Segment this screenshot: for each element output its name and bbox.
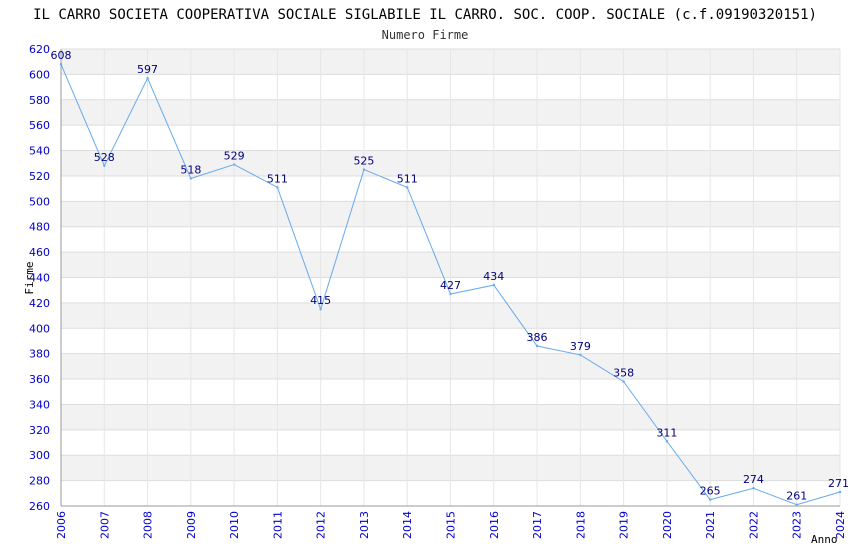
data-label: 427 bbox=[440, 279, 461, 292]
y-tick-label: 540 bbox=[29, 145, 50, 158]
x-tick-label: 2011 bbox=[271, 511, 284, 539]
x-tick-label: 2006 bbox=[55, 511, 68, 539]
x-tick-label: 2010 bbox=[228, 511, 241, 539]
data-point bbox=[795, 503, 798, 506]
x-axis-ticks: 2006 2007 2008 2009 2010 2011 2012 2013 2014 2015… bbox=[55, 511, 847, 539]
y-tick-label: 320 bbox=[29, 424, 50, 437]
data-labels: 608 528 597 518 529 511 415 525 511 427 434 386 379 3… bbox=[51, 49, 850, 502]
x-tick-label: 2014 bbox=[401, 511, 414, 539]
y-tick-label: 460 bbox=[29, 246, 50, 259]
data-point bbox=[276, 186, 279, 189]
data-point bbox=[492, 283, 495, 287]
chart-title: IL CARRO SOCIETA COOPERATIVA SOCIALE SIG… bbox=[33, 7, 817, 23]
data-label: 265 bbox=[700, 485, 721, 498]
y-tick-label: 400 bbox=[29, 322, 50, 335]
y-tick-label: 340 bbox=[29, 398, 50, 411]
data-point bbox=[406, 186, 409, 189]
gridlines bbox=[60, 48, 841, 507]
y-tick-label: 380 bbox=[29, 348, 50, 361]
data-point bbox=[752, 487, 755, 490]
data-point bbox=[146, 76, 149, 80]
y-tick-label: 420 bbox=[29, 297, 50, 310]
data-point bbox=[362, 168, 366, 171]
data-label: 525 bbox=[353, 155, 374, 168]
x-tick-label: 2019 bbox=[618, 511, 631, 539]
x-tick-label: 2013 bbox=[358, 511, 371, 539]
data-label: 386 bbox=[527, 331, 548, 344]
y-tick-label: 260 bbox=[29, 500, 50, 513]
y-tick-label: 360 bbox=[29, 373, 50, 386]
x-tick-label: 2020 bbox=[661, 511, 674, 539]
data-point bbox=[579, 353, 582, 357]
y-tick-label: 280 bbox=[29, 475, 50, 488]
data-point bbox=[622, 380, 625, 383]
data-label: 274 bbox=[743, 473, 764, 486]
data-point bbox=[103, 164, 106, 167]
y-tick-label: 600 bbox=[29, 68, 50, 81]
x-tick-label: 2008 bbox=[142, 511, 155, 539]
data-point bbox=[59, 63, 63, 66]
x-axis-label: Anno bbox=[811, 533, 838, 546]
y-tick-label: 620 bbox=[29, 43, 50, 56]
data-label: 597 bbox=[137, 63, 158, 76]
x-tick-label: 2023 bbox=[791, 511, 804, 539]
data-point bbox=[189, 177, 193, 180]
data-label: 608 bbox=[51, 49, 72, 62]
y-tick-label: 560 bbox=[29, 119, 50, 132]
data-label: 261 bbox=[786, 490, 807, 503]
data-label: 415 bbox=[310, 294, 331, 307]
data-label: 511 bbox=[397, 172, 418, 185]
data-point bbox=[665, 440, 669, 443]
x-tick-label: 2017 bbox=[531, 511, 544, 539]
y-tick-label: 580 bbox=[29, 94, 50, 107]
data-point bbox=[449, 292, 452, 296]
y-tick-label: 440 bbox=[29, 272, 50, 285]
data-point bbox=[319, 308, 322, 311]
y-tick-label: 500 bbox=[29, 195, 50, 208]
x-tick-label: 2022 bbox=[747, 511, 760, 539]
data-label: 358 bbox=[613, 367, 634, 380]
y-tick-label: 300 bbox=[29, 449, 50, 462]
y-tick-label: 480 bbox=[29, 221, 50, 234]
data-label: 518 bbox=[180, 163, 201, 176]
chart-subtitle: Numero Firme bbox=[382, 28, 469, 42]
data-point bbox=[232, 163, 236, 166]
x-tick-label: 2007 bbox=[98, 511, 111, 539]
data-label: 271 bbox=[828, 477, 849, 490]
y-axis-label: Firme bbox=[23, 261, 36, 294]
x-tick-label: 2018 bbox=[574, 511, 587, 539]
data-point bbox=[838, 490, 842, 494]
data-label: 434 bbox=[483, 270, 504, 283]
x-tick-label: 2012 bbox=[315, 511, 328, 539]
data-label: 511 bbox=[267, 172, 288, 185]
data-label: 379 bbox=[570, 340, 591, 353]
x-tick-label: 2024 bbox=[834, 511, 847, 539]
data-label: 529 bbox=[224, 150, 245, 163]
y-axis-ticks: 260 280 300 320 340 360 380 400 420 440 460 480 500 5… bbox=[29, 43, 50, 513]
x-tick-label: 2009 bbox=[185, 511, 198, 539]
y-tick-label: 520 bbox=[29, 170, 50, 183]
data-point bbox=[708, 498, 712, 501]
data-label: 528 bbox=[94, 151, 115, 164]
data-point bbox=[535, 344, 539, 348]
x-tick-label: 2016 bbox=[488, 511, 501, 539]
series-layer bbox=[59, 63, 842, 506]
x-tick-label: 2015 bbox=[445, 511, 458, 539]
x-tick-label: 2021 bbox=[704, 511, 717, 539]
data-label: 311 bbox=[656, 426, 677, 439]
